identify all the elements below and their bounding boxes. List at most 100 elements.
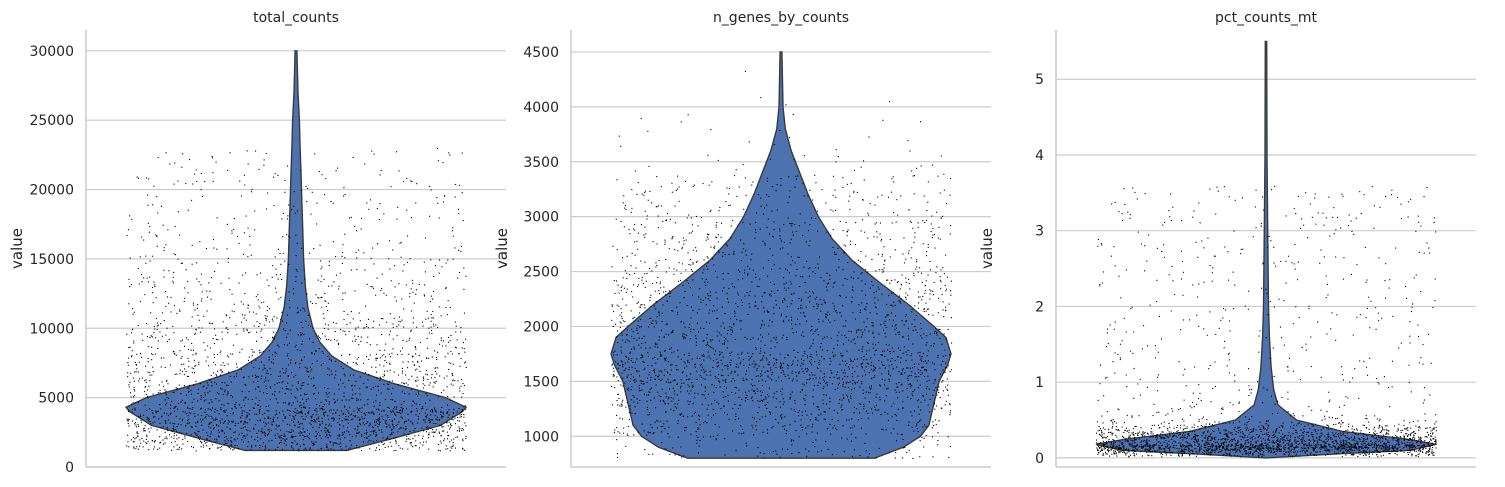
jitter-point	[271, 424, 272, 425]
jitter-point	[848, 201, 849, 202]
jitter-point	[809, 301, 810, 302]
jitter-point	[804, 222, 805, 223]
jitter-point	[169, 164, 170, 165]
jitter-point	[416, 394, 417, 395]
jitter-point	[731, 352, 732, 353]
jitter-point	[182, 340, 183, 341]
jitter-point	[818, 382, 819, 383]
jitter-point	[356, 252, 357, 253]
jitter-point	[292, 385, 293, 386]
jitter-point	[133, 446, 134, 447]
jitter-point	[741, 399, 742, 400]
jitter-point	[435, 371, 436, 372]
jitter-point	[425, 416, 426, 417]
jitter-point	[201, 425, 202, 426]
jitter-point	[864, 406, 865, 407]
jitter-point	[830, 424, 831, 425]
jitter-point	[817, 263, 818, 264]
jitter-point	[465, 339, 466, 340]
jitter-point	[891, 312, 892, 313]
jitter-point	[774, 264, 775, 265]
jitter-point	[297, 271, 298, 272]
jitter-point	[738, 270, 739, 271]
jitter-point	[861, 366, 862, 367]
jitter-point	[763, 307, 764, 308]
jitter-point	[402, 409, 403, 410]
jitter-point	[900, 288, 901, 289]
jitter-point	[883, 429, 884, 430]
jitter-point	[436, 411, 437, 412]
jitter-point	[630, 352, 631, 353]
jitter-point	[464, 385, 465, 386]
jitter-point	[784, 429, 785, 430]
jitter-point	[936, 332, 937, 333]
jitter-point	[896, 199, 897, 200]
jitter-point	[781, 364, 782, 365]
jitter-point	[699, 309, 700, 310]
jitter-point	[916, 261, 917, 262]
jitter-point	[752, 417, 753, 418]
jitter-point	[379, 405, 380, 406]
jitter-point	[693, 262, 694, 263]
jitter-point	[188, 339, 189, 340]
jitter-point	[206, 445, 207, 446]
jitter-point	[414, 435, 415, 436]
jitter-point	[816, 354, 817, 355]
jitter-point	[851, 441, 852, 442]
jitter-point	[812, 200, 813, 201]
jitter-point	[315, 422, 316, 423]
jitter-point	[826, 404, 827, 405]
jitter-point	[790, 281, 791, 282]
jitter-point	[780, 407, 781, 408]
jitter-point	[836, 149, 837, 150]
jitter-point	[797, 365, 798, 366]
jitter-point	[727, 347, 728, 348]
jitter-point	[401, 407, 402, 408]
violin-panel-1: 050001000015000200002500030000total_coun…	[8, 10, 506, 476]
jitter-point	[944, 190, 945, 191]
jitter-point	[286, 386, 287, 387]
jitter-point	[945, 255, 946, 256]
jitter-point	[926, 251, 927, 252]
jitter-point	[256, 341, 257, 342]
jitter-point	[235, 423, 236, 424]
jitter-point	[703, 422, 704, 423]
jitter-point	[288, 389, 289, 390]
jitter-point	[244, 436, 245, 437]
jitter-point	[189, 159, 190, 160]
jitter-point	[314, 420, 315, 421]
jitter-point	[149, 232, 150, 233]
jitter-point	[452, 446, 453, 447]
jitter-point	[167, 430, 168, 431]
jitter-point	[706, 375, 707, 376]
jitter-point	[691, 232, 692, 233]
jitter-point	[371, 412, 372, 413]
jitter-point	[861, 381, 862, 382]
jitter-point	[350, 414, 351, 415]
jitter-point	[126, 334, 127, 335]
jitter-point	[462, 439, 463, 440]
jitter-point	[294, 412, 295, 413]
jitter-point	[391, 446, 392, 447]
jitter-point	[230, 152, 231, 153]
jitter-point	[686, 427, 687, 428]
jitter-point	[233, 229, 234, 230]
jitter-point	[288, 431, 289, 432]
jitter-point	[379, 424, 380, 425]
jitter-point	[927, 202, 928, 203]
jitter-point	[681, 273, 682, 274]
jitter-point	[318, 280, 319, 281]
jitter-point	[864, 322, 865, 323]
jitter-point	[782, 302, 783, 303]
jitter-point	[716, 359, 717, 360]
jitter-point	[128, 410, 129, 411]
jitter-point	[324, 293, 325, 294]
jitter-point	[729, 419, 730, 420]
jitter-point	[829, 408, 830, 409]
jitter-point	[786, 316, 787, 317]
jitter-point	[299, 450, 300, 451]
jitter-point	[622, 286, 623, 287]
jitter-point	[173, 332, 174, 333]
jitter-point	[277, 318, 278, 319]
